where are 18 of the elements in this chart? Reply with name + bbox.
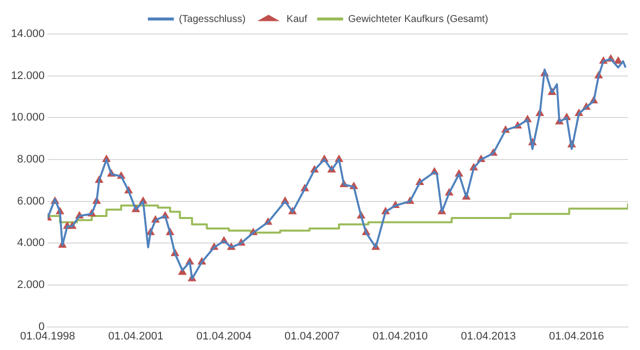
legend-label: Kauf	[286, 14, 308, 25]
x-tick-label: 01.04.2016	[548, 330, 604, 342]
y-tick-label: 10.000	[10, 112, 45, 124]
legend-label: (Tagesschluss)	[178, 14, 246, 25]
y-tick-label: 8.000	[17, 154, 45, 166]
y-tick-label: 4.000	[17, 237, 45, 250]
legend-label: Gewichteter Kaufkurs (Gesamt)	[348, 14, 488, 25]
y-tick-label: 2.000	[17, 279, 45, 292]
x-tick-label: 01.04.2007	[284, 330, 340, 342]
x-tick-label: 01.04.2013	[460, 330, 516, 342]
x-tick-label: 01.04.1998	[20, 330, 76, 342]
y-tick-label: 0	[38, 320, 45, 333]
x-tick-label: 01.04.2004	[196, 330, 252, 342]
y-tick-label: 12.000	[10, 70, 45, 82]
x-tick-label: 01.04.2010	[372, 330, 428, 342]
x-tick-label: 01.04.2001	[108, 330, 164, 342]
y-tick-label: 6.000	[17, 195, 45, 208]
y-tick-label: 14.000	[10, 28, 45, 40]
